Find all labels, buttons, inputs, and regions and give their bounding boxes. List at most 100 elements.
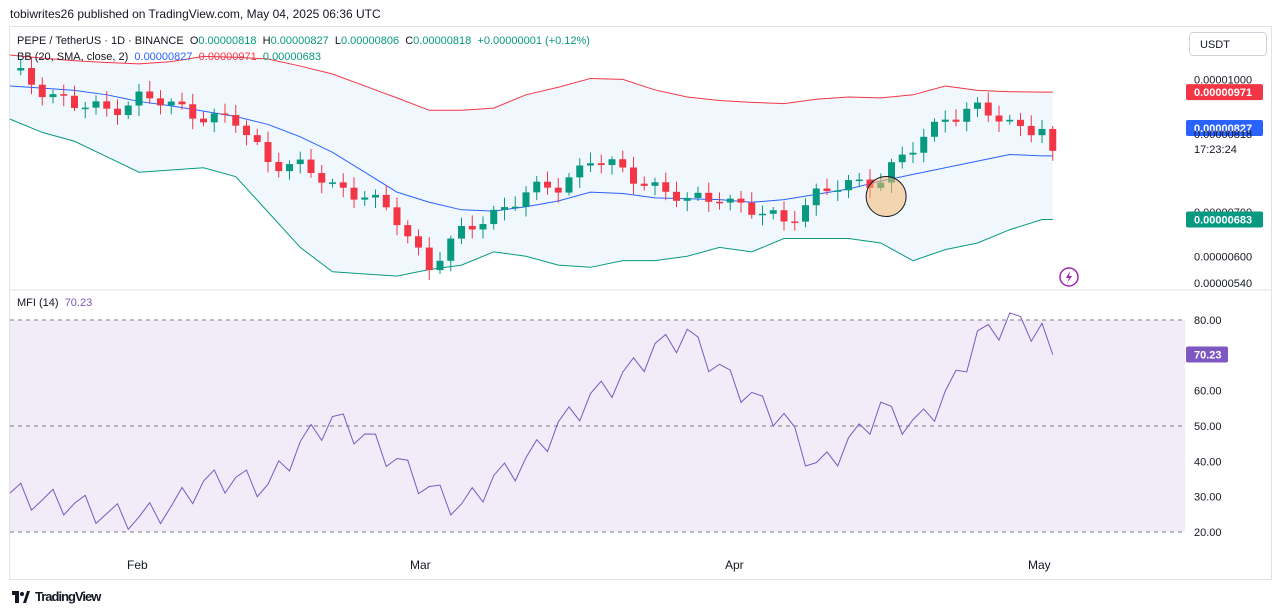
mfi-axis-tick: 20.00 bbox=[1194, 527, 1222, 539]
price-pane bbox=[9, 54, 1079, 287]
candle-body bbox=[533, 181, 541, 193]
candle-body bbox=[909, 152, 917, 155]
candle-body bbox=[726, 198, 734, 203]
bb-lower-line bbox=[9, 118, 1053, 277]
mfi-axis-tick: 50.00 bbox=[1194, 421, 1222, 433]
candle-body bbox=[490, 209, 498, 225]
candle-body bbox=[275, 161, 283, 172]
upper-band-badge: 0.00000971 bbox=[1186, 84, 1263, 101]
mfi-axis-tick: 40.00 bbox=[1194, 456, 1222, 468]
footer: TradingView bbox=[12, 589, 101, 604]
candle-body bbox=[264, 142, 272, 162]
candle-body bbox=[232, 114, 240, 126]
time-axis-label: Feb bbox=[127, 558, 148, 572]
candle-body bbox=[339, 182, 347, 188]
candle-body bbox=[286, 164, 293, 172]
time-axis-label: May bbox=[1028, 558, 1051, 572]
candle-body bbox=[329, 182, 336, 184]
candle-body bbox=[1017, 119, 1024, 126]
mfi-legend-value: 70.23 bbox=[64, 297, 93, 309]
candle-body bbox=[683, 197, 691, 201]
tradingview-logo-icon bbox=[12, 590, 30, 603]
candle-body bbox=[103, 101, 111, 109]
chart-frame bbox=[9, 26, 1272, 580]
candle-body bbox=[780, 210, 788, 222]
candle-body bbox=[501, 207, 508, 210]
lower-band-badge-text: 0.00000683 bbox=[1194, 215, 1252, 227]
candle-body bbox=[597, 163, 605, 166]
basis-badge-bg bbox=[1186, 119, 1263, 136]
lower-band-badge: 0.00000683 bbox=[1186, 211, 1263, 228]
candle-body bbox=[243, 125, 250, 136]
currency-selector[interactable]: USDT bbox=[1189, 32, 1267, 56]
flash-icon-bolt bbox=[1066, 271, 1072, 283]
candle-body bbox=[587, 163, 594, 166]
candle-body bbox=[71, 95, 78, 108]
candle-body bbox=[898, 154, 906, 163]
candle-body bbox=[415, 236, 422, 248]
candle-body bbox=[28, 68, 35, 85]
low-label: L bbox=[334, 35, 341, 47]
candle-body bbox=[296, 159, 304, 165]
mfi-label[interactable]: MFI (14) bbox=[17, 297, 59, 309]
symbol-label[interactable]: PEPE / TetherUS · 1D · BINANCE bbox=[17, 35, 184, 47]
upper-band-badge-text: 0.00000971 bbox=[1194, 87, 1252, 99]
candle-body bbox=[511, 206, 519, 209]
candle-body bbox=[81, 107, 89, 110]
price-axis-tick: 0.00000600 bbox=[1194, 251, 1252, 263]
high-label: H bbox=[262, 35, 271, 47]
candle-body bbox=[554, 187, 562, 193]
candle-body bbox=[984, 102, 992, 116]
candle-body bbox=[124, 105, 132, 116]
bb-upper-line bbox=[9, 54, 1053, 111]
open-label: O bbox=[189, 35, 199, 47]
bb-upper-value: 0.00000971 bbox=[198, 51, 257, 63]
candle-body bbox=[662, 182, 670, 192]
candle-body bbox=[823, 188, 831, 192]
candle-body bbox=[855, 179, 863, 182]
price-axis-tick: 0.00000540 bbox=[1194, 278, 1252, 290]
candle-body bbox=[673, 191, 680, 201]
candle-body bbox=[60, 94, 68, 96]
candle-body bbox=[995, 115, 1003, 122]
close-value: 0.00000818 bbox=[413, 35, 472, 47]
publisher-line: tobiwrites26 published on TradingView.co… bbox=[10, 7, 381, 21]
bb-lower-value: 0.00000683 bbox=[262, 51, 322, 63]
lower-band-badge-bg bbox=[1186, 211, 1263, 228]
candle-body bbox=[189, 104, 197, 119]
brand-label: TradingView bbox=[35, 589, 101, 604]
candle-body bbox=[963, 108, 971, 122]
upper-band-badge-bg bbox=[1186, 84, 1263, 101]
price-axis-tick: 0.00001000 bbox=[1194, 74, 1252, 86]
candle-body bbox=[38, 84, 46, 98]
candle-body bbox=[307, 159, 315, 173]
time-axis-label: Apr bbox=[725, 558, 744, 572]
mfi-line bbox=[9, 312, 1054, 531]
mfi-pane bbox=[9, 312, 1185, 533]
mfi-badge: 70.23 bbox=[1186, 346, 1228, 363]
candle-body bbox=[1027, 125, 1035, 136]
candle-body bbox=[802, 205, 809, 222]
bb-label[interactable]: BB (20, SMA, close, 2) bbox=[17, 51, 129, 63]
candle-body bbox=[619, 159, 627, 168]
candle-body bbox=[200, 118, 207, 123]
candle-body bbox=[608, 159, 616, 166]
candle-body bbox=[135, 91, 143, 106]
open-value: 0.00000818 bbox=[198, 35, 257, 47]
candle-body bbox=[694, 192, 702, 198]
candle-body bbox=[1038, 128, 1046, 136]
candle-body bbox=[436, 260, 444, 271]
candle-body bbox=[866, 179, 874, 188]
candle-body bbox=[931, 121, 938, 137]
candle-body bbox=[1006, 119, 1014, 122]
candle-body bbox=[468, 225, 476, 230]
mfi-axis-tick: 80.00 bbox=[1194, 315, 1222, 327]
candle-body bbox=[834, 190, 842, 192]
low-value: 0.00000806 bbox=[340, 35, 400, 47]
highlight-circle bbox=[865, 176, 907, 218]
candle-body bbox=[769, 210, 777, 214]
bb-legend: BB (20, SMA, close, 2) 0.00000827 0.0000… bbox=[17, 51, 321, 63]
candle-body bbox=[791, 221, 799, 223]
candle-body bbox=[544, 181, 551, 188]
